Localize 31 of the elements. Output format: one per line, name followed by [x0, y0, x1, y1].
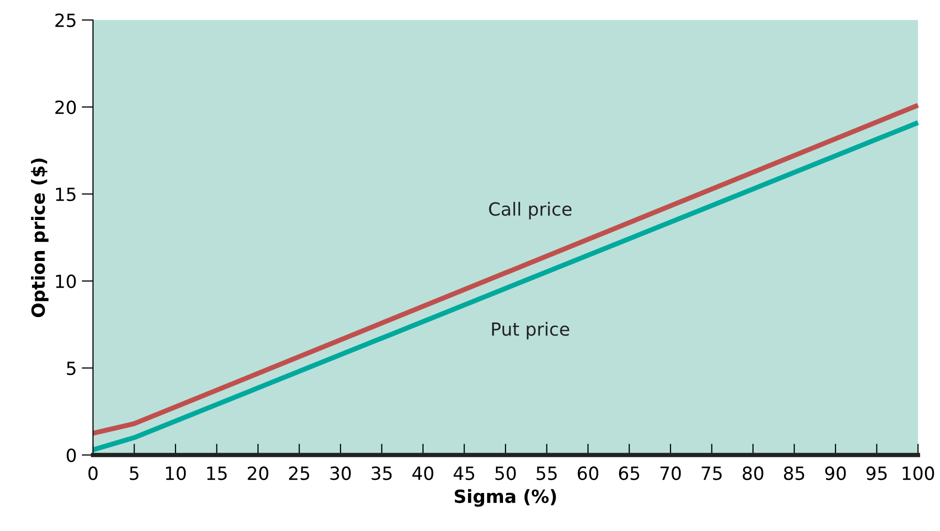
x-tick-label: 85 — [784, 466, 804, 480]
y-tick-label: 20 — [55, 100, 76, 114]
x-tick-label: 60 — [578, 466, 598, 480]
y-tick-label: 25 — [55, 13, 76, 28]
x-tick-label: 30 — [330, 466, 351, 480]
x-tick-label: 10 — [166, 466, 186, 480]
x-tick-label: 50 — [495, 466, 516, 480]
x-tick-label: 20 — [248, 466, 268, 480]
x-tick-label: 0 — [88, 466, 98, 480]
x-tick-label: 65 — [619, 466, 640, 480]
x-tick-label: 80 — [742, 466, 764, 480]
x-tick-label: 90 — [825, 466, 846, 480]
x-axis-title: Sigma (%) — [454, 489, 556, 507]
x-tick-label: 15 — [207, 466, 227, 480]
x-tick-label: 45 — [454, 466, 474, 480]
x-tick-label: 40 — [412, 466, 434, 480]
x-tick-label: 100 — [902, 466, 934, 480]
x-tick-label: 25 — [289, 466, 310, 480]
x-tick-label: 55 — [536, 466, 557, 480]
y-tick-label: 15 — [56, 188, 76, 202]
y-axis-title: Option price ($) — [31, 158, 48, 318]
y-tick-label: 0 — [66, 448, 76, 462]
x-tick-label: 35 — [372, 466, 392, 480]
y-tick-label: 5 — [66, 362, 76, 376]
x-tick-label: 75 — [702, 466, 722, 480]
y-tick-label: 10 — [56, 274, 76, 288]
x-tick-label: 5 — [130, 466, 138, 480]
series-label: Call price — [489, 202, 572, 220]
series-label: Put price — [492, 322, 570, 340]
x-tick-label: 70 — [660, 466, 681, 480]
x-tick-label: 95 — [866, 466, 887, 480]
